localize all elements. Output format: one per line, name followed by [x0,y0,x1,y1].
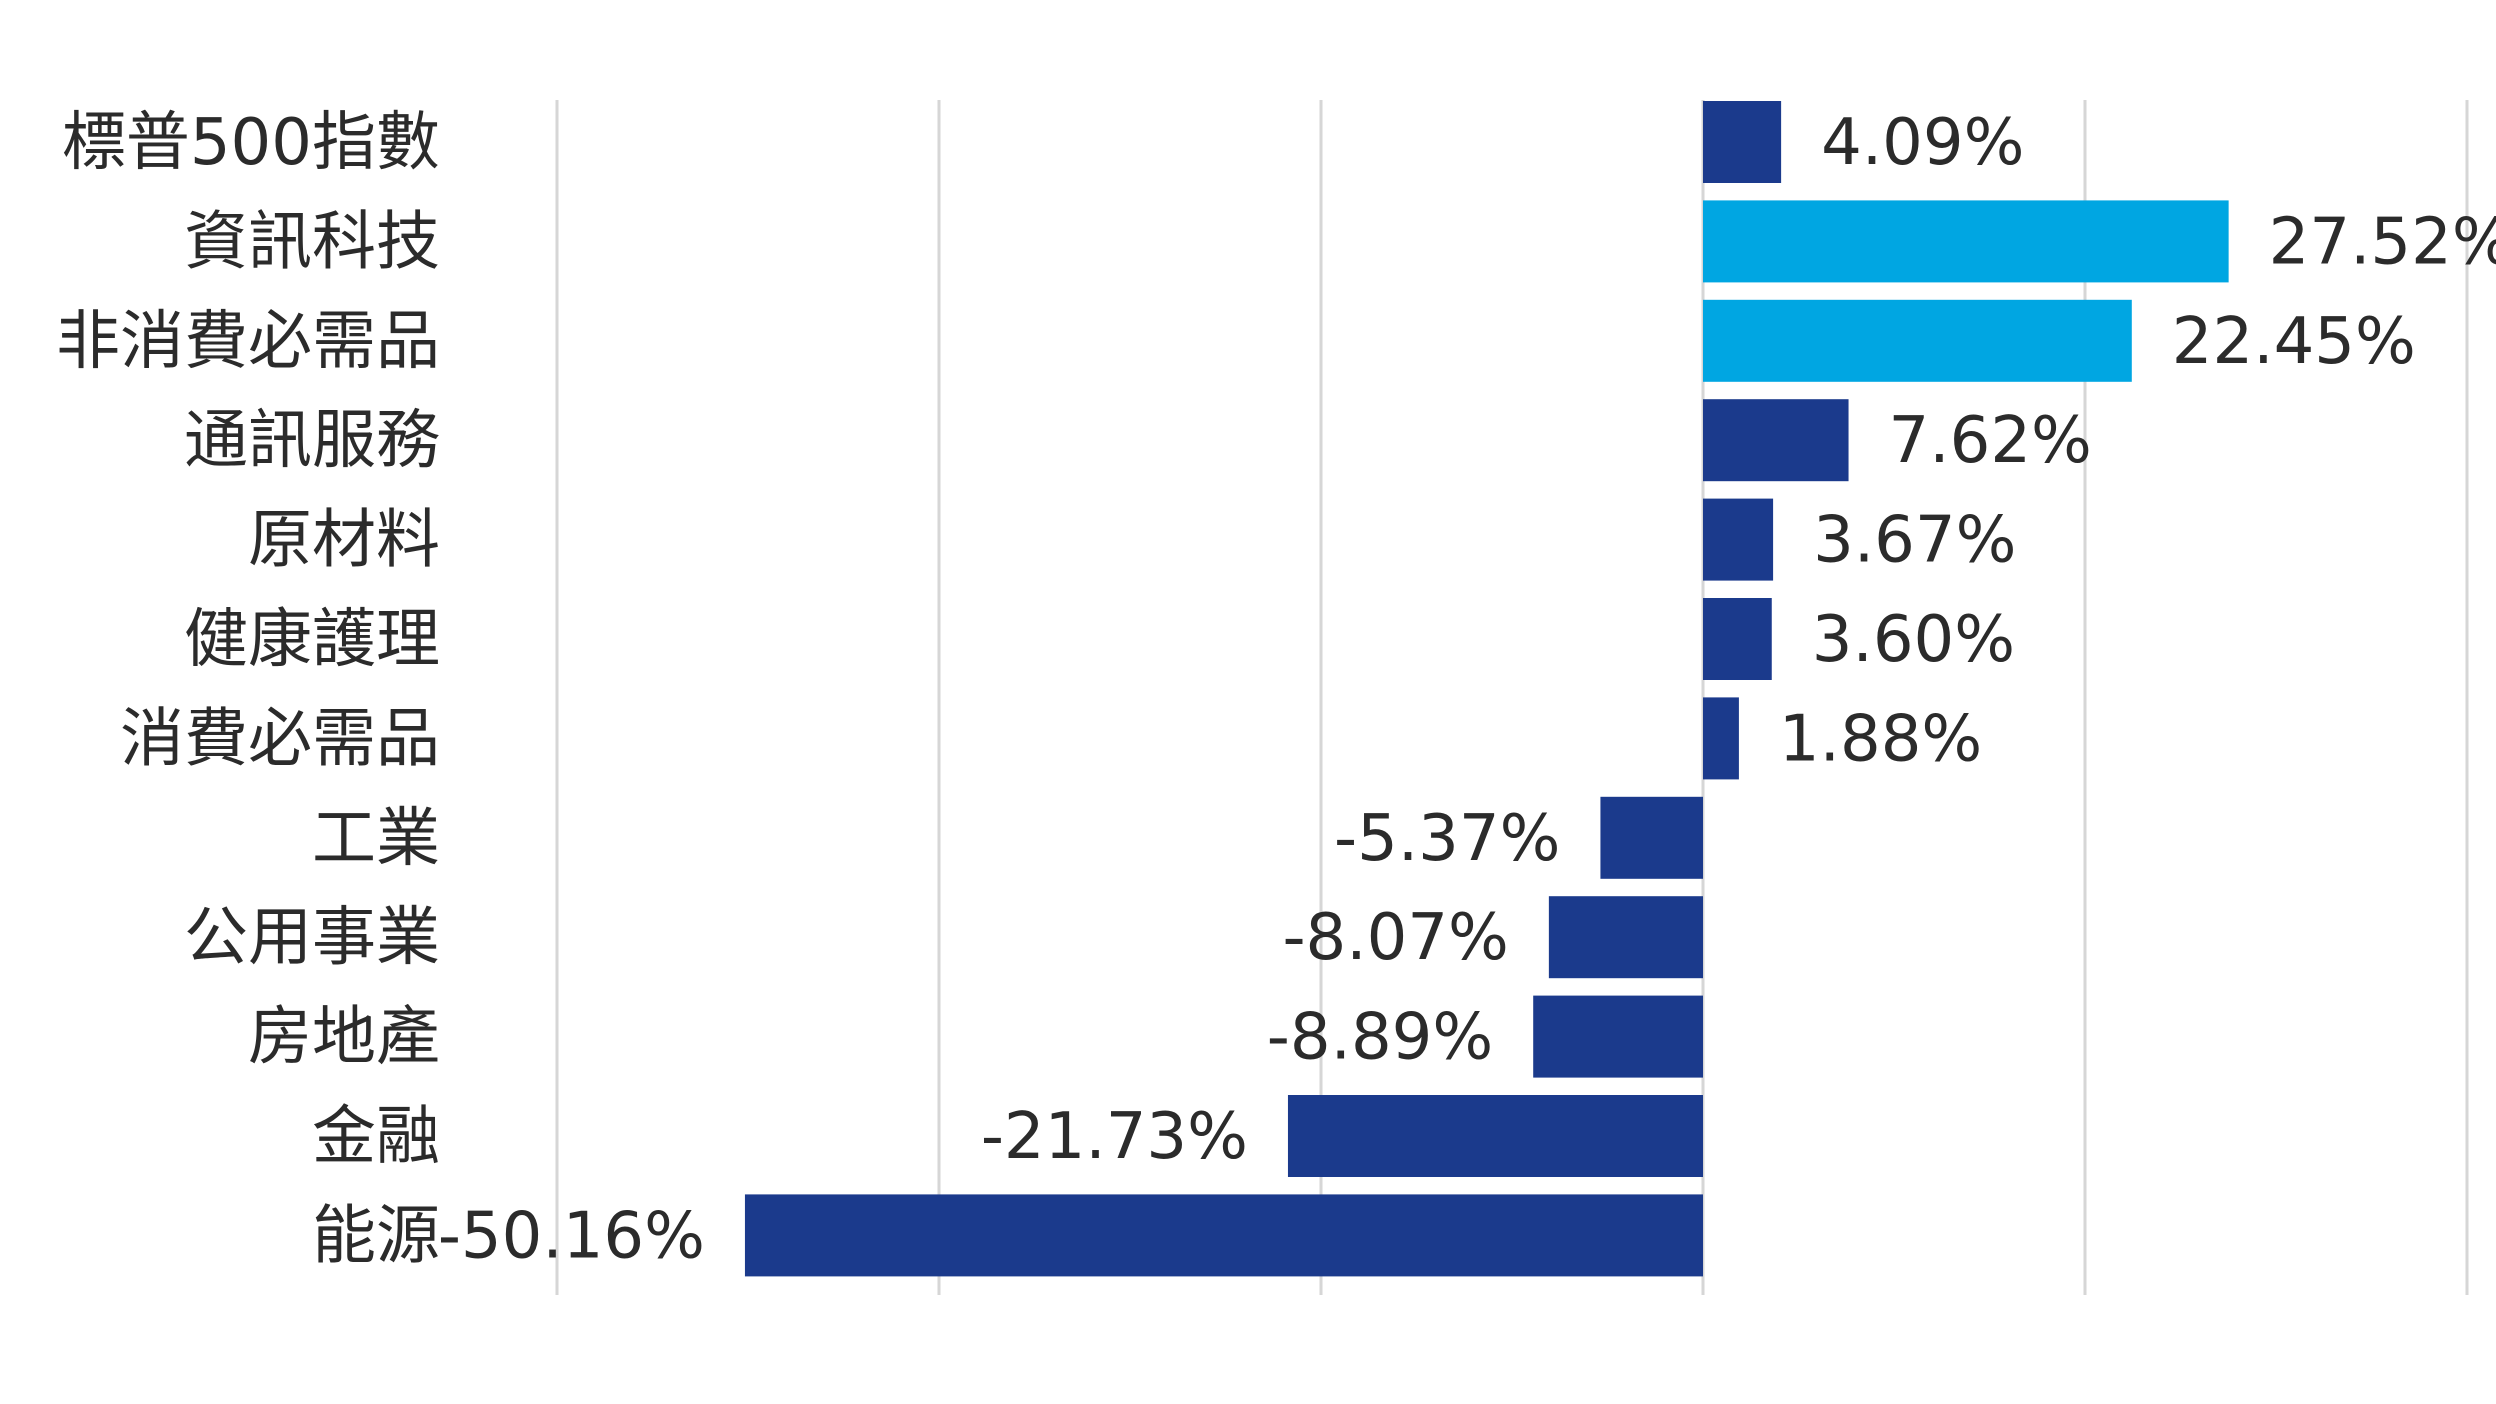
bar-6 [1703,697,1739,780]
bar-5 [1703,598,1772,680]
category-label-1: 資訊科技 [184,205,440,279]
category-label-9: 房地產 [248,1001,440,1075]
bar-8 [1548,896,1703,979]
value-label-9: -8.89% [1267,1001,1493,1075]
category-label-8: 公用事業 [184,901,440,975]
bar-9 [1533,995,1703,1078]
category-label-5: 健康護理 [184,603,440,677]
value-label-11: -50.16% [438,1199,705,1273]
value-label-6: 1.88% [1779,702,1982,776]
bar-layer [744,101,2229,1277]
category-label-10: 金融 [312,1100,440,1174]
bar-2 [1703,299,2132,382]
value-label-5: 3.60% [1812,603,2015,677]
value-label-3: 7.62% [1889,404,2092,478]
value-label-layer: 4.09% 27.52% 22.45% 7.62% 3.67% 3.60% 1.88% -5.… [438,106,2496,1273]
value-label-0: 4.09% [1821,106,2024,180]
bar-0 [1703,101,1782,183]
category-label-2: 非消費必需品 [56,305,440,379]
bar-1 [1703,200,2229,283]
value-label-1: 27.52% [2269,205,2496,279]
category-label-7: 工業 [312,802,440,876]
category-label-11: 能源 [312,1199,440,1273]
bar-3 [1703,399,1849,482]
category-label-layer: 標普500指數資訊科技非消費必需品通訊服務原材料健康護理消費必需品工業公用事業房… [56,106,440,1273]
bar-11 [744,1194,1703,1277]
bar-10 [1287,1095,1703,1177]
category-label-3: 通訊服務 [184,404,440,478]
value-label-2: 22.45% [2172,305,2416,379]
value-label-4: 3.67% [1813,504,2016,578]
category-label-0: 標普500指數 [62,106,440,180]
grid-layer [555,100,2469,1295]
value-label-10: -21.73% [981,1100,1248,1174]
bar-7 [1600,796,1703,879]
bar-4 [1703,498,1774,581]
value-label-7: -5.37% [1334,802,1560,876]
category-label-4: 原材料 [248,504,440,578]
category-label-6: 消費必需品 [120,702,440,776]
value-label-8: -8.07% [1282,901,1508,975]
